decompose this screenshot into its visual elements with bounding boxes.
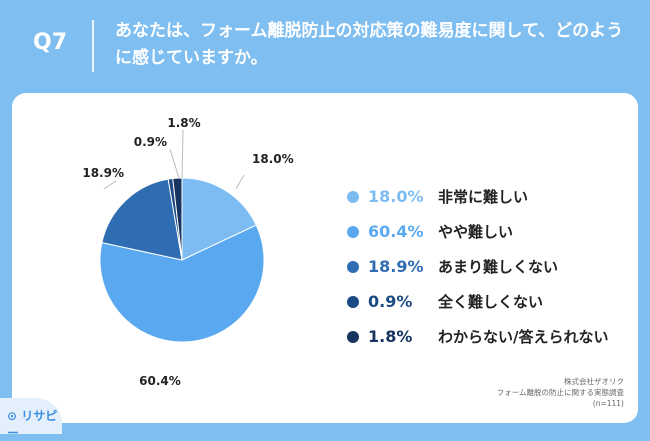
brand-logo: ⊙ リサピー [0, 398, 62, 440]
legend-item: 60.4% やや難しい [347, 214, 637, 249]
slice-label: 18.0% [252, 152, 294, 166]
legend-label: わからない/答えられない [438, 328, 609, 346]
legend-item: 0.9% 全く難しくない [347, 284, 637, 319]
legend-item: 18.0% 非常に難しい [347, 179, 637, 214]
slice-label: 18.9% [82, 166, 124, 180]
source-sample-size: (n=111) [592, 399, 624, 408]
slice-label: 0.9% [134, 135, 167, 149]
legend-percent: 18.0% [368, 187, 424, 206]
slice-label: 1.8% [167, 116, 200, 130]
legend-item: 18.9% あまり難しくない [347, 249, 637, 284]
legend-label: 全く難しくない [438, 293, 544, 311]
leader-line [181, 129, 184, 179]
chart-card: 18.0% 60.4% 18.9% 0.9% 1.8% 18.0% 非常に難しい 60.4%… [12, 93, 638, 423]
source-survey: フォーム離脱の防止に関する実態調査 [496, 388, 624, 397]
source-company: 株式会社ザオリク [564, 377, 624, 386]
leader-line [235, 174, 245, 190]
legend: 18.0% 非常に難しい 60.4% やや難しい 18.9% あまり難しくない 0.9% 全く… [347, 179, 637, 354]
legend-label: 非常に難しい [438, 188, 529, 206]
legend-swatch [347, 260, 359, 273]
question-header: Q7 あなたは、フォーム離脱防止の対応策の難易度に関して、どのように感じています… [0, 0, 650, 92]
legend-swatch [347, 295, 359, 308]
question-text: あなたは、フォーム離脱防止の対応策の難易度に関して、どのように感じていますか。 [115, 21, 624, 68]
pie-slice [181, 177, 257, 261]
pie-slice [99, 224, 265, 343]
legend-percent: 1.8% [368, 327, 413, 346]
legend-percent: 60.4% [368, 222, 424, 241]
leader-line [169, 148, 180, 179]
pie-chart: 18.0% 60.4% 18.9% 0.9%1.8% [82, 116, 294, 388]
legend-swatch [347, 330, 359, 343]
pie-slice [172, 177, 183, 261]
legend-percent: 18.9% [368, 257, 424, 276]
legend-item: 1.8% わからない/答えられない [347, 319, 637, 354]
legend-percent: 0.9% [368, 292, 413, 311]
legend-swatch [347, 190, 359, 203]
legend-swatch [347, 225, 359, 238]
slice-label: 60.4% [139, 374, 181, 388]
logo-text: ⊙ リサピー [7, 407, 62, 441]
header-divider [92, 20, 94, 72]
pie-slice [101, 178, 183, 261]
source-note: 株式会社ザオリク フォーム離脱の防止に関する実態調査 (n=111) [497, 376, 624, 409]
legend-label: やや難しい [438, 223, 514, 241]
question-number: Q7 [33, 30, 68, 55]
legend-label: あまり難しくない [438, 258, 559, 276]
speech-bubble-q-icon: ⊙ [7, 409, 18, 423]
leader-line [103, 180, 117, 190]
